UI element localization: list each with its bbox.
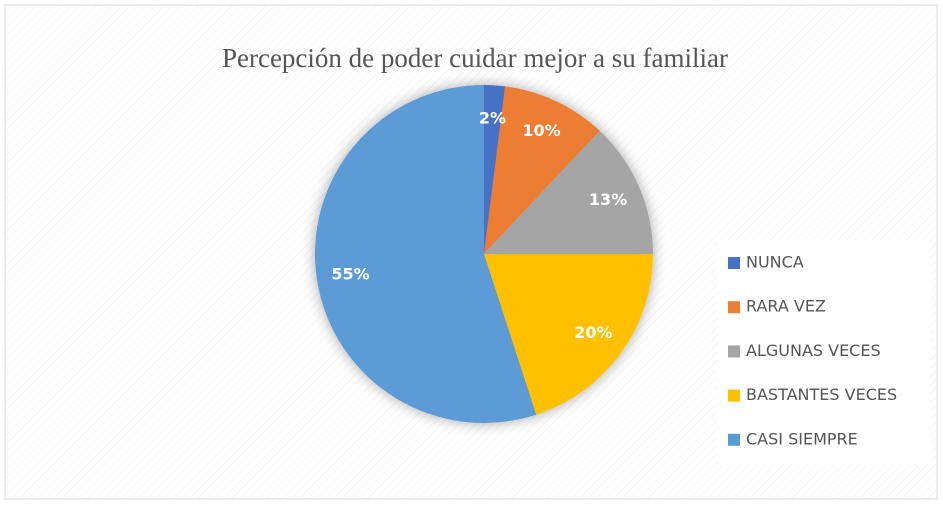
legend-label: RARA VEZ <box>746 297 826 316</box>
legend <box>718 240 930 465</box>
pie <box>315 85 653 423</box>
legend-swatch <box>728 433 740 446</box>
legend-label: ALGUNAS VECES <box>746 341 881 360</box>
data-label: 2% <box>479 109 506 128</box>
data-label: 20% <box>574 323 612 342</box>
pie-slice <box>484 85 506 254</box>
legend-swatch <box>728 345 740 358</box>
legend-swatch <box>728 389 740 402</box>
legend-label: CASI SIEMPRE <box>746 429 858 448</box>
legend-label: NUNCA <box>746 253 804 272</box>
pie-slice <box>484 254 653 415</box>
data-label: 13% <box>589 190 627 209</box>
chart-title: Percepción de poder cuidar mejor a su fa… <box>222 43 728 73</box>
legend-swatch <box>728 257 740 269</box>
data-label: 55% <box>331 265 369 284</box>
legend-swatch <box>728 301 740 314</box>
pie-slice <box>315 85 537 423</box>
pie-slice <box>484 130 653 254</box>
pie-slice <box>484 86 600 255</box>
legend-label: BASTANTES VECES <box>746 385 897 404</box>
data-label: 10% <box>522 121 560 140</box>
